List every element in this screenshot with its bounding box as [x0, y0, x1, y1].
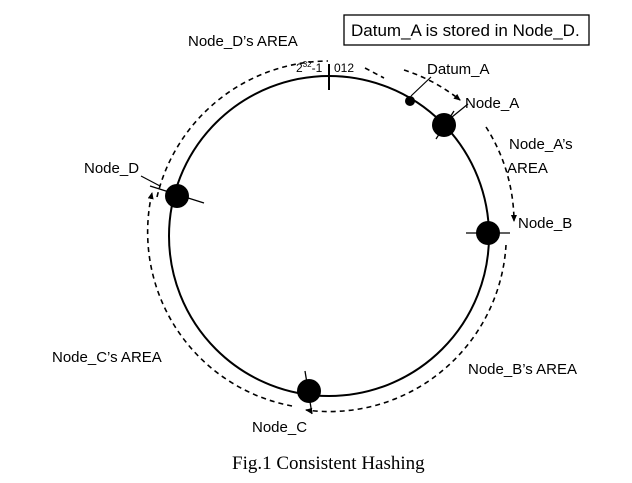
node-c-area-label: Node_C’s AREA [52, 349, 162, 366]
datum-to-node-a-arrow [403, 69, 461, 101]
note-box: Datum_A is stored in Node_D. [343, 14, 590, 46]
node-a-dot [432, 113, 456, 137]
ring-zero-label: 012 [334, 61, 354, 75]
figure-caption: Fig.1 Consistent Hashing [232, 453, 425, 474]
node-d-leader [140, 175, 161, 187]
node-d-area-arc [156, 60, 329, 198]
node-a: Node_A [432, 95, 519, 140]
node-d-area-label: Node_D’s AREA [188, 33, 298, 50]
ring-max-suffix: -1 [312, 61, 323, 75]
node-b-dot [476, 221, 500, 245]
node-a-area-label-line1: Node_A’s [509, 136, 573, 153]
datum-a: Datum_A [405, 61, 490, 106]
node-c-area-arc [146, 192, 293, 407]
node-a-leader [451, 103, 469, 118]
node-a-label: Node_A [465, 95, 519, 112]
datum-a-leader [410, 76, 432, 97]
node-b-area-label: Node_B’s AREA [468, 361, 577, 378]
node-b-area-arc [305, 244, 507, 414]
ring-max-base: 2 [296, 61, 303, 75]
node-a-area-arc [485, 126, 517, 222]
node-d-dot [165, 184, 189, 208]
node-d-label: Node_D [84, 160, 139, 177]
ring-max-exponent: 32 [303, 60, 312, 69]
node-b: Node_B [466, 215, 572, 245]
node-a-area-label-line2: AREA [507, 160, 548, 177]
node-c: Node_C [252, 370, 321, 436]
node-d: Node_D [84, 160, 205, 208]
note-text: Datum_A is stored in Node_D. [351, 21, 580, 40]
node-b-label: Node_B [518, 215, 572, 232]
ring-max-label: 232-1 [296, 60, 323, 75]
node-c-dot [297, 379, 321, 403]
node-d-area-arc-end [364, 67, 385, 79]
datum-a-label: Datum_A [427, 61, 490, 78]
note-frame [343, 14, 590, 46]
node-c-label: Node_C [252, 419, 307, 436]
datum-a-dot [405, 96, 415, 106]
